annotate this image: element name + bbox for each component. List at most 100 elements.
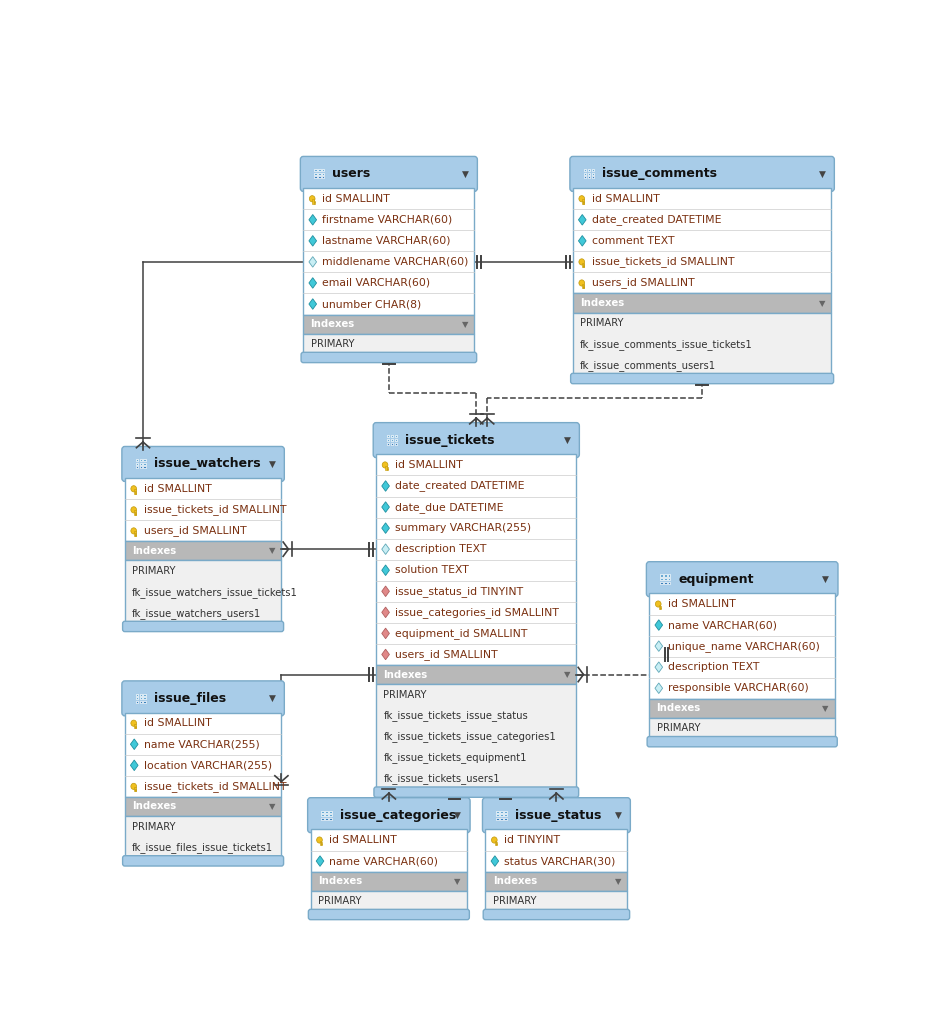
Bar [125,542,281,560]
Bar [310,891,467,911]
FancyBboxPatch shape [325,817,328,819]
Text: location VARCHAR(255): location VARCHAR(255) [144,761,272,770]
Text: PRIMARY: PRIMARY [318,896,361,906]
Text: PRIMARY: PRIMARY [310,340,354,349]
FancyBboxPatch shape [140,463,142,464]
Text: unumber CHAR(8): unumber CHAR(8) [322,299,421,309]
FancyBboxPatch shape [668,578,670,580]
FancyBboxPatch shape [482,798,631,833]
Polygon shape [316,856,324,866]
Text: description TEXT: description TEXT [668,663,760,672]
FancyBboxPatch shape [135,788,136,791]
Text: responsible VARCHAR(60): responsible VARCHAR(60) [668,683,809,694]
Text: status VARCHAR(30): status VARCHAR(30) [505,857,616,866]
Polygon shape [578,235,587,247]
FancyBboxPatch shape [140,459,142,461]
FancyBboxPatch shape [668,575,670,577]
FancyBboxPatch shape [308,909,469,920]
FancyBboxPatch shape [494,841,496,845]
FancyBboxPatch shape [144,463,146,464]
Text: ▼: ▼ [564,670,571,679]
Polygon shape [309,235,317,247]
FancyBboxPatch shape [329,810,332,812]
Text: ▼: ▼ [822,704,829,713]
FancyBboxPatch shape [135,534,136,535]
FancyBboxPatch shape [322,176,324,179]
Polygon shape [382,628,389,639]
FancyBboxPatch shape [583,202,585,203]
Text: issue_tickets_id SMALLINT: issue_tickets_id SMALLINT [144,781,286,792]
Circle shape [309,196,315,202]
Text: issue_tickets_id SMALLINT: issue_tickets_id SMALLINT [592,257,734,267]
FancyBboxPatch shape [391,439,393,441]
FancyBboxPatch shape [660,607,661,608]
Circle shape [579,259,585,265]
FancyBboxPatch shape [329,817,332,819]
Text: Indexes: Indexes [318,876,362,886]
Text: issue_watchers: issue_watchers [154,457,260,471]
Circle shape [655,601,661,607]
Text: fk_issue_comments_users1: fk_issue_comments_users1 [580,360,716,370]
FancyBboxPatch shape [387,443,389,445]
Text: ▼: ▼ [819,298,825,308]
FancyBboxPatch shape [307,798,470,833]
FancyBboxPatch shape [659,605,660,609]
Text: users_id SMALLINT: users_id SMALLINT [144,525,246,537]
FancyBboxPatch shape [301,157,478,191]
Bar [310,872,467,891]
Text: id SMALLINT: id SMALLINT [144,718,212,729]
FancyBboxPatch shape [391,443,393,445]
FancyBboxPatch shape [135,535,136,536]
FancyBboxPatch shape [387,436,389,438]
FancyBboxPatch shape [329,814,332,816]
Text: ▼: ▼ [454,811,462,819]
Text: Indexes: Indexes [132,546,177,556]
FancyBboxPatch shape [144,694,146,696]
Bar [650,718,835,739]
FancyBboxPatch shape [134,531,135,536]
FancyBboxPatch shape [500,814,503,816]
FancyBboxPatch shape [395,443,398,445]
Text: ▼: ▼ [819,169,825,179]
FancyBboxPatch shape [588,176,590,179]
FancyBboxPatch shape [584,172,587,174]
FancyBboxPatch shape [584,176,587,179]
FancyBboxPatch shape [665,578,666,580]
FancyBboxPatch shape [496,817,499,819]
Circle shape [579,280,585,286]
FancyBboxPatch shape [500,810,503,812]
Polygon shape [382,502,389,512]
FancyBboxPatch shape [135,698,138,700]
FancyBboxPatch shape [312,199,314,203]
Text: name VARCHAR(60): name VARCHAR(60) [668,620,777,631]
Text: name VARCHAR(60): name VARCHAR(60) [330,857,438,866]
Text: ▼: ▼ [462,169,468,179]
FancyBboxPatch shape [144,698,146,700]
FancyBboxPatch shape [322,172,324,174]
FancyBboxPatch shape [321,844,322,845]
Text: id SMALLINT: id SMALLINT [592,194,660,203]
Text: unique_name VARCHAR(60): unique_name VARCHAR(60) [668,641,820,651]
FancyBboxPatch shape [135,727,136,729]
FancyBboxPatch shape [647,561,838,596]
FancyBboxPatch shape [135,492,136,494]
Text: ▼: ▼ [454,876,461,885]
FancyBboxPatch shape [373,423,579,457]
Text: issue_status: issue_status [514,809,601,821]
FancyBboxPatch shape [325,814,328,816]
FancyBboxPatch shape [144,701,146,703]
FancyBboxPatch shape [135,701,138,703]
Text: ▼: ▼ [615,876,621,885]
FancyBboxPatch shape [496,810,499,812]
FancyBboxPatch shape [668,582,670,584]
Polygon shape [578,215,587,225]
Text: PRIMARY: PRIMARY [493,896,536,906]
Text: Indexes: Indexes [493,876,537,886]
Polygon shape [655,620,663,631]
Text: name VARCHAR(255): name VARCHAR(255) [144,739,259,749]
Polygon shape [131,739,138,749]
Bar [125,478,281,542]
FancyBboxPatch shape [495,842,497,844]
FancyBboxPatch shape [135,512,136,514]
FancyBboxPatch shape [321,817,324,819]
